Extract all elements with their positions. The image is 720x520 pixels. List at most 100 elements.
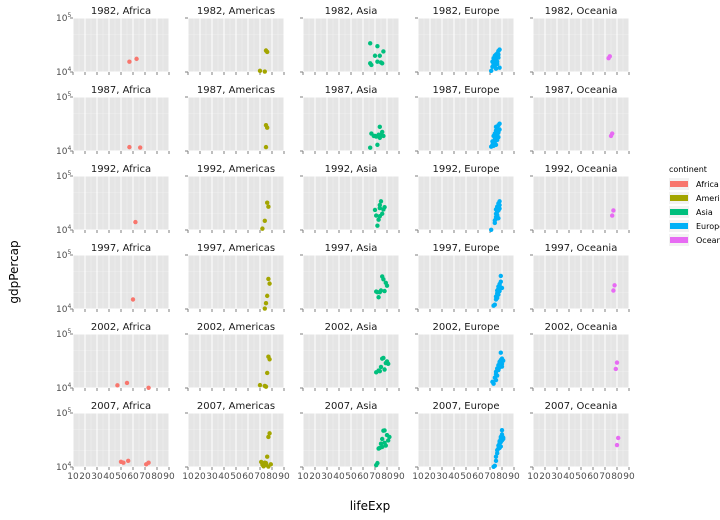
x-tick-label: 70 [369, 472, 381, 482]
panel: 1997, Europe [415, 243, 515, 312]
panel: 1987, Asia [300, 85, 400, 154]
data-point [382, 428, 387, 433]
data-point [493, 124, 499, 130]
legend-swatch [670, 223, 688, 229]
data-point [382, 204, 387, 210]
y-tick-label: 105 [56, 12, 71, 24]
data-point [612, 283, 617, 288]
data-point [375, 460, 380, 466]
panel: 1997, Asia [300, 243, 400, 312]
x-tick-label: 30 [91, 472, 103, 482]
y-tick-label: 104 [56, 145, 71, 157]
data-point [265, 125, 270, 130]
facet-strip-label: 1992, Europe [433, 164, 500, 175]
legend-entries: Africa Americas Asia Europe Oceania [669, 178, 720, 246]
data-point [375, 223, 380, 228]
data-point [266, 204, 271, 209]
data-point [375, 44, 380, 49]
x-tick-label: 80 [381, 472, 393, 482]
data-point [611, 288, 616, 293]
data-point [267, 281, 272, 286]
data-point [380, 436, 385, 442]
data-point [146, 460, 151, 465]
x-tick-label: 50 [345, 472, 357, 482]
facet-strip-label: 1997, Oceania [545, 243, 618, 254]
data-point [382, 288, 387, 294]
data-point [372, 53, 378, 58]
x-tick-label: 40 [218, 472, 230, 482]
data-point [493, 52, 499, 57]
data-point [380, 444, 385, 450]
data-point [368, 41, 373, 46]
data-point [372, 207, 378, 213]
data-point [384, 283, 390, 288]
x-tick-label: 70 [484, 472, 496, 482]
facet-strip-label: 1987, Oceania [545, 85, 618, 96]
data-point [496, 292, 501, 297]
x-tick-label: 30 [436, 472, 448, 482]
facet-strip-label: 2002, Africa [91, 322, 151, 333]
data-point [497, 47, 502, 52]
panel: 2007, Americas 10 20 30 40 50 60 70 80 90 [182, 401, 290, 482]
data-point [492, 302, 497, 307]
x-tick-label: 80 [151, 472, 163, 482]
panel: 1992, Europe [415, 164, 515, 233]
legend-swatch [670, 209, 688, 215]
data-point [497, 445, 502, 451]
x-tick-label: 60 [472, 472, 484, 482]
panel: 1987, Americas [185, 85, 285, 154]
data-point [376, 217, 381, 222]
data-point [381, 355, 386, 361]
panel: 2007, Asia 10 20 30 40 50 60 70 80 90 [297, 401, 405, 482]
data-point [265, 370, 270, 376]
data-point [499, 438, 505, 443]
facet-strip-label: 1987, Asia [325, 85, 378, 96]
data-point [265, 49, 270, 55]
data-point [493, 458, 499, 464]
data-point [376, 295, 381, 300]
data-point [495, 451, 500, 456]
data-point [115, 383, 120, 388]
legend-label: Oceania [696, 236, 720, 245]
data-point [496, 135, 501, 140]
data-point [498, 350, 503, 355]
data-point [260, 226, 265, 231]
legend: continent Africa Americas Asia Europe Oceani… [669, 165, 720, 246]
data-point [133, 219, 138, 225]
facet-strip-label: 1982, Americas [197, 6, 275, 17]
data-point [265, 454, 270, 459]
data-point [492, 463, 497, 469]
x-tick-label: 40 [333, 472, 345, 482]
x-tick-label: 70 [599, 472, 611, 482]
x-tick-label: 60 [242, 472, 254, 482]
x-tick-label: 20 [539, 472, 551, 482]
y-axis-title: gdpPercap [7, 240, 21, 303]
panel: 2002, Europe [415, 322, 515, 391]
data-point [377, 214, 382, 219]
facet-strip-label: 1982, Oceania [545, 6, 618, 17]
x-tick-label: 30 [206, 472, 218, 482]
x-tick-label: 50 [230, 472, 242, 482]
x-tick-label: 20 [424, 472, 436, 482]
data-point [380, 61, 385, 66]
data-point [262, 218, 267, 224]
data-point [262, 306, 267, 311]
x-tick-label: 30 [551, 472, 563, 482]
legend-swatch [670, 181, 688, 187]
data-point [497, 65, 502, 70]
x-tick-label: 70 [139, 472, 151, 482]
data-point [495, 204, 500, 209]
data-point [146, 385, 151, 390]
data-point [267, 431, 272, 436]
panel: 1992, Americas [185, 164, 285, 233]
panel: 1982, Americas [185, 6, 285, 75]
panel: 2002, Oceania [530, 322, 630, 391]
x-axis-title: lifeExp [350, 499, 391, 513]
data-point [375, 142, 380, 148]
panel: 1987, Europe [415, 85, 515, 154]
data-point [493, 377, 499, 383]
x-tick-label: 20 [309, 472, 321, 482]
facet-strip-label: 1997, Africa [91, 243, 151, 254]
data-point [495, 373, 500, 378]
x-tick-label: 10 [182, 472, 194, 482]
